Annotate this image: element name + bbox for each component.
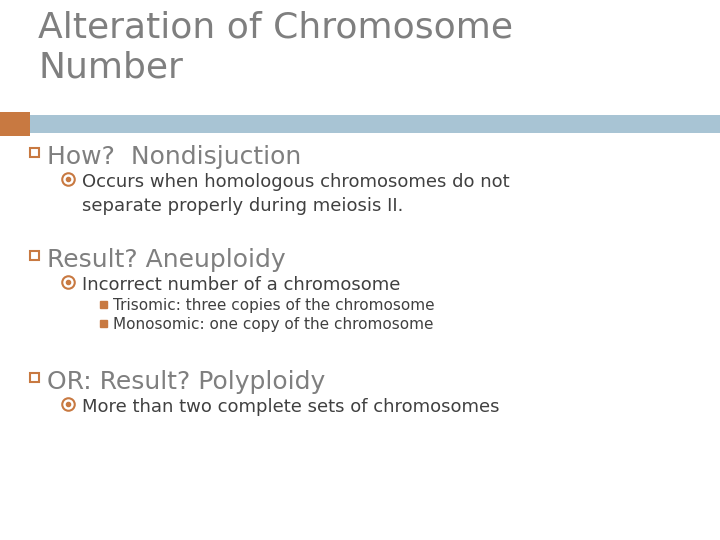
Text: OR: Result? Polyploidy: OR: Result? Polyploidy	[47, 370, 325, 394]
Text: Result? Aneuploidy: Result? Aneuploidy	[47, 248, 286, 272]
Bar	[0, 112, 30, 136]
Text: Trisomic: three copies of the chromosome: Trisomic: three copies of the chromosome	[113, 298, 435, 313]
Text: How?  Nondisjuction: How? Nondisjuction	[47, 145, 301, 169]
Text: More than two complete sets of chromosomes: More than two complete sets of chromosom…	[82, 398, 500, 416]
Bar	[0, 115, 720, 133]
Text: Monosomic: one copy of the chromosome: Monosomic: one copy of the chromosome	[113, 317, 433, 332]
Text: Occurs when homologous chromosomes do not
separate properly during meiosis II.: Occurs when homologous chromosomes do no…	[82, 173, 510, 214]
Bar	[100, 301, 107, 308]
Text: Alteration of Chromosome
Number: Alteration of Chromosome Number	[38, 10, 513, 85]
Bar	[30, 373, 39, 382]
Bar	[30, 148, 39, 157]
Bar	[100, 320, 107, 327]
Text: Incorrect number of a chromosome: Incorrect number of a chromosome	[82, 276, 400, 294]
Bar	[30, 251, 39, 260]
